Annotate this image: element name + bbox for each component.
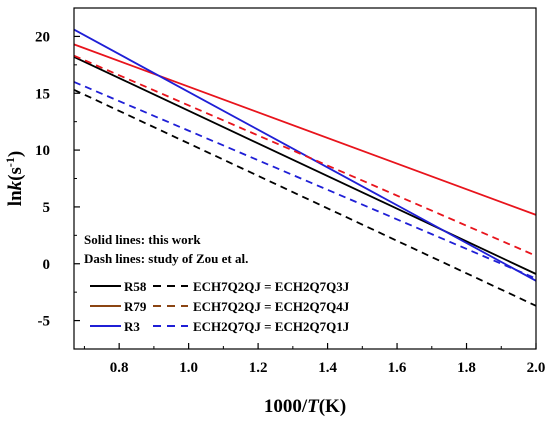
note-solid-lines: Solid lines: this work xyxy=(84,232,201,247)
series-line-5 xyxy=(73,81,537,280)
series-line-0 xyxy=(73,56,537,275)
x-tick-label-2: 1.2 xyxy=(249,360,268,376)
legend-label-dashed-0: ECH7Q2QJ = ECH2Q7Q3J xyxy=(193,279,350,294)
y-tick-label-4: 15 xyxy=(35,86,50,102)
y-tick-label-5: 20 xyxy=(35,29,50,45)
x-tick-label-5: 1.8 xyxy=(457,360,476,376)
y-title-italic: k xyxy=(5,180,26,190)
x-tick-label-6: 2.0 xyxy=(527,360,546,376)
x-tick-label-4: 1.6 xyxy=(388,360,407,376)
x-tick-label-1: 1.0 xyxy=(179,360,198,376)
legend-label-dashed-1: ECH7Q2QJ = ECH2Q7Q4J xyxy=(193,299,350,314)
x-title-pre: 1000/ xyxy=(264,396,308,417)
x-tick-label-3: 1.4 xyxy=(318,360,337,376)
legend-label-solid-1: R79 xyxy=(124,299,147,314)
tick-layer: 0.8 1.0 1.2 1.4 1.6 1.8 2.0 -5 0 5 10 15 20 xyxy=(35,29,545,376)
y-title-sup: -1 xyxy=(3,157,17,167)
legend-label-dashed-2: ECH2Q7QJ = ECH2Q7Q1J xyxy=(193,319,350,334)
x-tick-label-0: 0.8 xyxy=(110,360,129,376)
series-layer xyxy=(73,28,537,307)
y-title-pre: ln xyxy=(5,190,26,206)
x-axis-title: 1000/T(K) xyxy=(264,396,346,417)
y-tick-label-1: 0 xyxy=(43,257,51,273)
y-title-end: ) xyxy=(5,151,26,157)
plot-frame xyxy=(73,7,537,350)
series-line-3 xyxy=(73,88,537,307)
legend-label-solid-0: R58 xyxy=(124,279,147,294)
y-tick-label-3: 10 xyxy=(35,143,50,159)
y-axis-title: lnk(s-1) xyxy=(3,151,26,206)
legend: R58 ECH7Q2QJ = ECH2Q7Q3J R79 ECH7Q2QJ = ECH… xyxy=(90,279,350,334)
series-line-1 xyxy=(73,43,537,216)
y-tick-label-2: 5 xyxy=(43,200,51,216)
series-line-2 xyxy=(73,28,537,282)
x-title-italic: T xyxy=(307,396,320,417)
legend-label-solid-2: R3 xyxy=(124,319,140,334)
y-title-post: (s xyxy=(5,167,26,181)
note-dash-lines: Dash lines: study of Zou et al. xyxy=(84,251,248,266)
x-title-post: (K) xyxy=(319,396,346,417)
y-tick-label-0: -5 xyxy=(38,314,51,330)
